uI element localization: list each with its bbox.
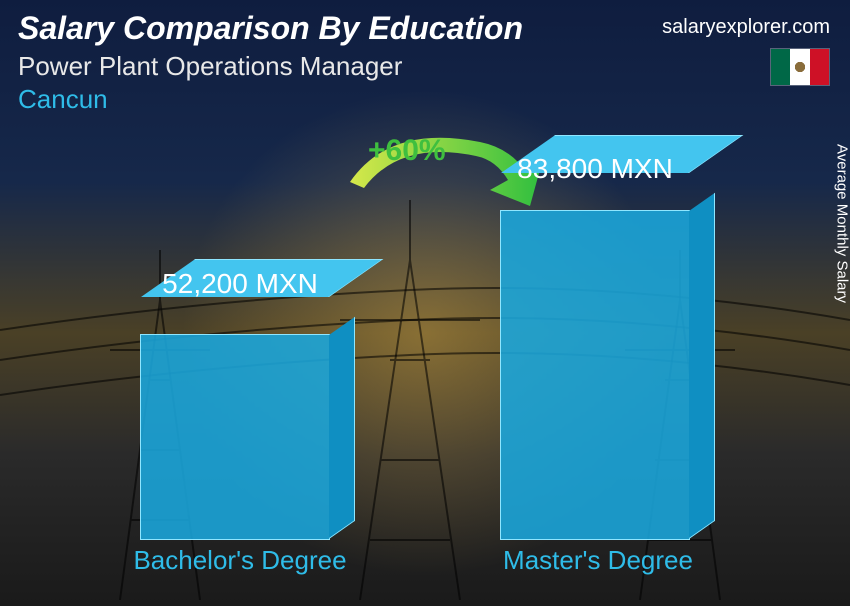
brand-label: salaryexplorer.com	[662, 16, 830, 39]
category-label-1: Master's Degree	[468, 545, 728, 576]
bar-masters	[500, 210, 690, 540]
bar-chart: 52,200 MXN 83,800 MXN Bachelor's Degree …	[60, 160, 760, 580]
job-title: Power Plant Operations Manager	[18, 51, 832, 82]
value-label-0: 52,200 MXN	[110, 268, 370, 300]
location-label: Cancun	[18, 84, 832, 115]
category-label-0: Bachelor's Degree	[110, 545, 370, 576]
bar-bachelors	[140, 334, 330, 540]
bar-face	[500, 210, 690, 540]
flag-icon	[770, 48, 830, 86]
value-label-1: 83,800 MXN	[465, 153, 725, 185]
y-axis-label: Average Monthly Salary	[834, 144, 850, 303]
bar-face	[140, 334, 330, 540]
